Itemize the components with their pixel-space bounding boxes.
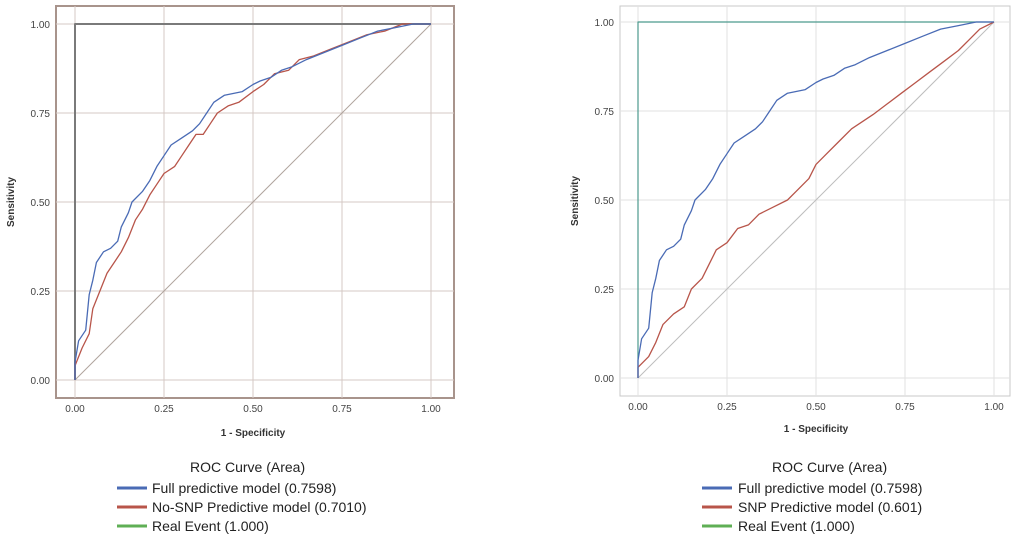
reduced-model-roc-line xyxy=(74,23,431,380)
x-tick-label: 0.50 xyxy=(806,402,826,413)
diagonal-reference-line xyxy=(637,21,995,379)
legend-entry-label: Full predictive model (0.7598) xyxy=(738,480,922,496)
roc-chart-right: 0.00 0.00 0.25 0.25 0.50 0.50 0.75 0.75 1.00 1.00… xyxy=(570,5,1011,534)
legend-entry-label: Real Event (1.000) xyxy=(738,518,855,534)
legend-title: ROC Curve (Area) xyxy=(190,459,305,475)
y-tick-label: 0.25 xyxy=(31,287,51,298)
x-tick-label: 1.00 xyxy=(984,402,1004,413)
y-tick-label: 0.50 xyxy=(595,196,615,207)
legend-entry-label: Real Event (1.000) xyxy=(152,518,269,534)
x-tick-label: 0.00 xyxy=(628,402,648,413)
y-tick-label: 0.50 xyxy=(31,198,51,209)
y-tick-label: 0.75 xyxy=(595,107,615,118)
real-event-roc-line xyxy=(74,23,431,380)
x-axis-title: 1 - Specificity xyxy=(784,424,849,435)
full-model-roc-line xyxy=(637,21,994,378)
x-tick-label: 0.00 xyxy=(65,404,85,415)
y-tick-label: 1.00 xyxy=(31,20,51,31)
full-model-roc-line xyxy=(74,23,431,380)
legend-entry-label: No-SNP Predictive model (0.7010) xyxy=(152,499,367,515)
x-tick-label: 0.75 xyxy=(332,404,352,415)
x-axis-title: 1 - Specificity xyxy=(221,428,286,439)
y-tick-label: 1.00 xyxy=(595,18,615,29)
real-event-roc-line xyxy=(637,21,994,378)
x-tick-label: 1.00 xyxy=(421,404,441,415)
y-tick-label: 0.25 xyxy=(595,285,615,296)
x-tick-label: 0.25 xyxy=(717,402,737,413)
reduced-model-roc-line xyxy=(637,21,995,378)
legend-entry-label: Full predictive model (0.7598) xyxy=(152,480,336,496)
roc-chart-left: 0.00 0.00 0.25 0.25 0.50 0.50 0.75 0.75 1.00 1.00… xyxy=(6,5,455,534)
y-axis-title: Sensitivity xyxy=(6,177,17,227)
x-tick-label: 0.50 xyxy=(243,404,263,415)
legend-entry-label: SNP Predictive model (0.601) xyxy=(738,499,922,515)
x-tick-label: 0.75 xyxy=(895,402,915,413)
y-axis-title: Sensitivity xyxy=(570,176,581,226)
y-tick-label: 0.75 xyxy=(31,109,51,120)
legend-title: ROC Curve (Area) xyxy=(772,459,887,475)
diagonal-reference-line xyxy=(74,23,432,381)
y-tick-label: 0.00 xyxy=(31,376,51,387)
x-tick-label: 0.25 xyxy=(154,404,174,415)
y-tick-label: 0.00 xyxy=(595,374,615,385)
